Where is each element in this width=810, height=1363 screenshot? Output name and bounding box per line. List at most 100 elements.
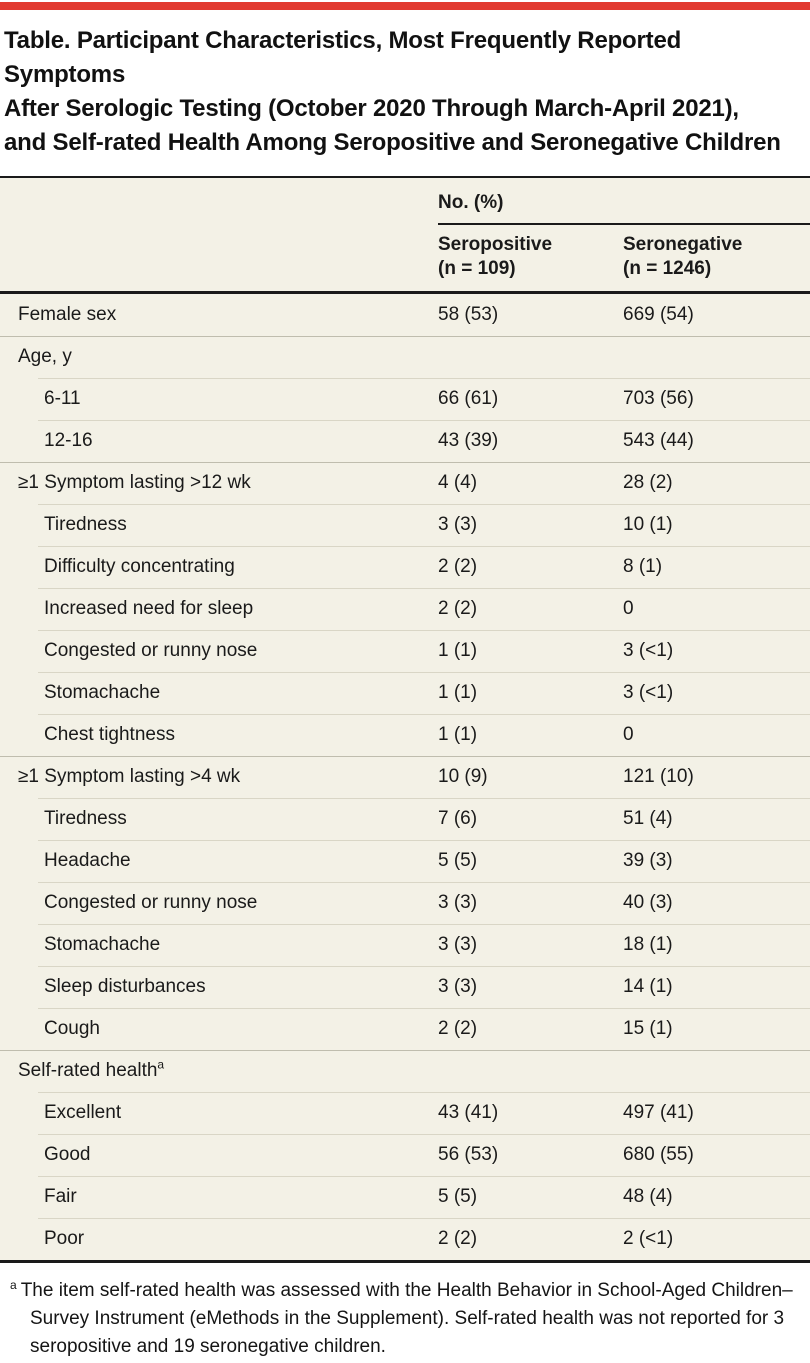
cell-seropositive: 1 (1): [438, 640, 478, 661]
table-row: Headache 5 (5) 39 (3): [0, 840, 810, 882]
row-label: Tiredness: [44, 514, 127, 535]
table-row: 6-11 66 (61) 703 (56): [0, 378, 810, 420]
cell-seropositive: 43 (39): [438, 430, 499, 451]
row-label: 12-16: [44, 430, 93, 451]
cell-seronegative: 18 (1): [623, 934, 673, 955]
cell-seronegative: 543 (44): [623, 430, 694, 451]
row-label: ≥1 Symptom lasting >4 wk: [18, 766, 241, 787]
cell-seropositive: 1 (1): [438, 682, 478, 703]
table-row: Poor 2 (2) 2 (<1): [0, 1218, 810, 1260]
cell-seronegative: 10 (1): [623, 514, 673, 535]
footnote-text: The item self-rated health was assessed …: [20, 1280, 793, 1357]
table-title: Table. Participant Characteristics, Most…: [0, 10, 810, 176]
cell-seropositive: 3 (3): [438, 514, 478, 535]
cell-seronegative: 28 (2): [623, 472, 673, 493]
cell-seronegative: 3 (<1): [623, 682, 674, 703]
cell-seronegative: 15 (1): [623, 1018, 673, 1039]
column-header-seropositive-name: Seropositive: [438, 234, 553, 255]
table-row: Difficulty concentrating 2 (2) 8 (1): [0, 546, 810, 588]
cell-seropositive: 7 (6): [438, 808, 478, 829]
table-row: Stomachache 1 (1) 3 (<1): [0, 672, 810, 714]
table-row: 12-16 43 (39) 543 (44): [0, 420, 810, 462]
row-label: Age, y: [18, 346, 72, 367]
row-label: Headache: [44, 850, 131, 871]
column-header-seropositive: Seropositive (n = 109): [438, 233, 623, 281]
row-label: Tiredness: [44, 808, 127, 829]
cell-seronegative: 14 (1): [623, 976, 673, 997]
cell-seronegative: 0: [623, 598, 634, 619]
row-label: Good: [44, 1144, 91, 1165]
table-bottom-divider: [0, 1260, 810, 1263]
table-title-line-1: Table. Participant Characteristics, Most…: [4, 27, 682, 88]
row-label: Congested or runny nose: [44, 892, 258, 913]
cell-seropositive: 5 (5): [438, 1186, 478, 1207]
row-label: Cough: [44, 1018, 100, 1039]
row-label: Increased need for sleep: [44, 598, 254, 619]
table-row: Tiredness 3 (3) 10 (1): [0, 504, 810, 546]
cell-seropositive: 43 (41): [438, 1102, 499, 1123]
column-header-seronegative: Seronegative (n = 1246): [623, 233, 810, 281]
column-group-label: No. (%): [438, 192, 504, 213]
table-header: No. (%) Seropositive (n = 109) Seronegat…: [0, 178, 810, 291]
header-divider: [0, 291, 810, 294]
row-label: Chest tightness: [44, 724, 175, 745]
cell-seropositive: 5 (5): [438, 850, 478, 871]
cell-seronegative: 703 (56): [623, 388, 694, 409]
table-row: Sleep disturbances 3 (3) 14 (1): [0, 966, 810, 1008]
table-row: Cough 2 (2) 15 (1): [0, 1008, 810, 1050]
table-row: Chest tightness 1 (1) 0: [0, 714, 810, 756]
column-header-seronegative-name: Seronegative: [623, 234, 743, 255]
row-label: ≥1 Symptom lasting >12 wk: [18, 472, 251, 493]
row-label: Stomachache: [44, 934, 161, 955]
row-label: Stomachache: [44, 682, 161, 703]
cell-seropositive: 66 (61): [438, 388, 499, 409]
row-label: 6-11: [44, 388, 81, 409]
cell-seropositive: 1 (1): [438, 724, 478, 745]
cell-seropositive: 3 (3): [438, 976, 478, 997]
characteristics-table: No. (%) Seropositive (n = 109) Seronegat…: [0, 178, 810, 1263]
cell-seronegative: 48 (4): [623, 1186, 673, 1207]
table-row: Congested or runny nose 1 (1) 3 (<1): [0, 630, 810, 672]
cell-seronegative: 3 (<1): [623, 640, 674, 661]
row-label: Fair: [44, 1186, 77, 1207]
cell-seropositive: 4 (4): [438, 472, 478, 493]
cell-seronegative: 121 (10): [623, 766, 694, 787]
accent-bar: [0, 2, 810, 10]
row-label: Difficulty concentrating: [44, 556, 235, 577]
cell-seronegative: 0: [623, 724, 634, 745]
table-title-line-3: and Self-rated Health Among Seropositive…: [4, 129, 781, 156]
cell-seronegative: 2 (<1): [623, 1228, 674, 1249]
cell-seropositive: 2 (2): [438, 598, 478, 619]
table-title-line-2: After Serologic Testing (October 2020 Th…: [4, 95, 739, 122]
table-row: ≥1 Symptom lasting >4 wk 10 (9) 121 (10): [0, 756, 810, 798]
cell-seropositive: 58 (53): [438, 304, 499, 325]
cell-seropositive: 56 (53): [438, 1144, 499, 1165]
cell-seropositive: 3 (3): [438, 934, 478, 955]
table-row: Stomachache 3 (3) 18 (1): [0, 924, 810, 966]
cell-seronegative: 51 (4): [623, 808, 673, 829]
table-row: Excellent 43 (41) 497 (41): [0, 1092, 810, 1134]
column-header-seronegative-n: (n = 1246): [623, 258, 712, 279]
footnote-marker: a: [10, 1277, 17, 1292]
cell-seronegative: 680 (55): [623, 1144, 694, 1165]
row-label: Poor: [44, 1228, 85, 1249]
row-label: Self-rated healtha: [18, 1057, 165, 1081]
cell-seronegative: 39 (3): [623, 850, 673, 871]
title-divider: [0, 176, 810, 178]
table-row: Congested or runny nose 3 (3) 40 (3): [0, 882, 810, 924]
footnote: a The item self-rated health was assessed…: [0, 1263, 810, 1363]
cell-seronegative: 8 (1): [623, 556, 663, 577]
column-header-seropositive-n: (n = 109): [438, 258, 516, 279]
row-label: Sleep disturbances: [44, 976, 206, 997]
cell-seropositive: 10 (9): [438, 766, 488, 787]
column-group-underline: [438, 223, 810, 225]
table-row: Age, y: [0, 336, 810, 378]
cell-seronegative: 669 (54): [623, 304, 694, 325]
cell-seropositive: 2 (2): [438, 1228, 478, 1249]
row-label: Female sex: [18, 304, 117, 325]
table-body: Female sex 58 (53) 669 (54) Age, y 6-11 …: [0, 294, 810, 1260]
cell-seronegative: 497 (41): [623, 1102, 694, 1123]
table-row: Female sex 58 (53) 669 (54): [0, 294, 810, 336]
cell-seropositive: 2 (2): [438, 556, 478, 577]
